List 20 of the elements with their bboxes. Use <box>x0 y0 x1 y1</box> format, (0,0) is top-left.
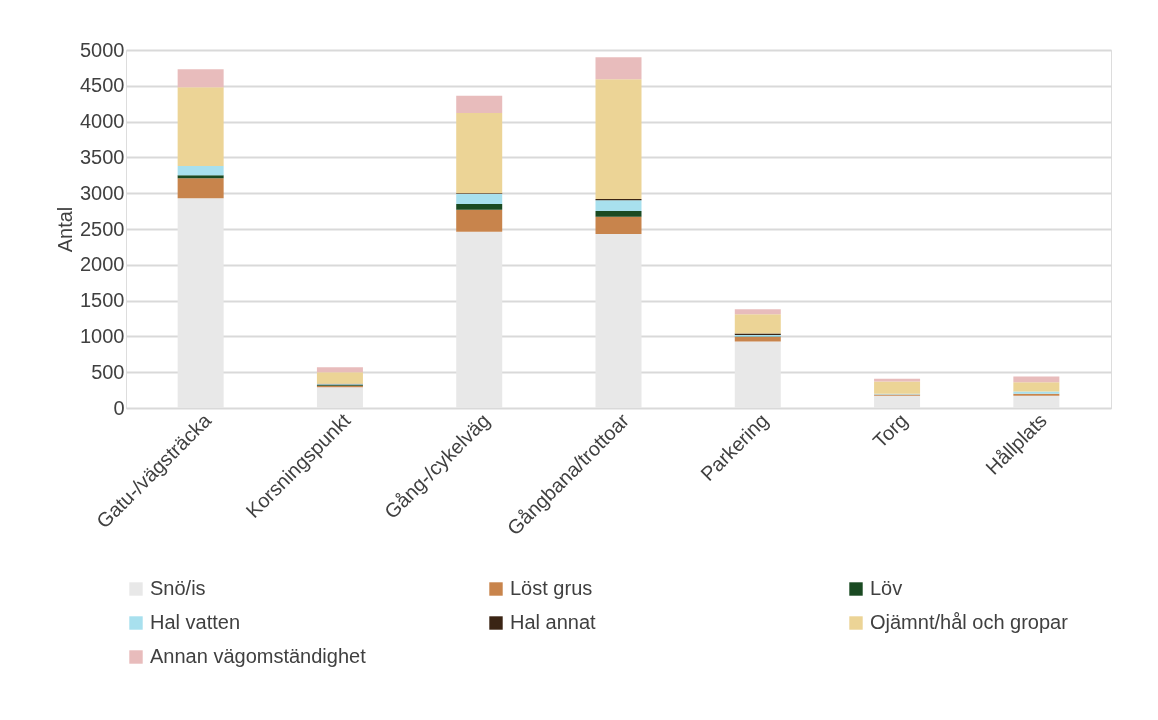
legend-label: Hal vatten <box>150 611 241 633</box>
y-tick-label: 4000 <box>80 110 125 133</box>
y-tick-label: 2000 <box>80 253 125 276</box>
y-tick-label: 500 <box>91 360 125 383</box>
y-axis-title: Antal <box>54 206 77 253</box>
y-tick-label: 3000 <box>80 181 125 204</box>
y-tick-label: 1500 <box>80 289 125 312</box>
legend-label: Löv <box>870 577 903 599</box>
legend-label: Snö/is <box>150 577 206 599</box>
x-tick-label: Torg <box>868 409 912 453</box>
y-tick-label: 0 <box>113 396 125 419</box>
legend-label: Ojämnt/hål och gropar <box>870 611 1069 633</box>
y-tick-label: 1000 <box>80 324 125 347</box>
legend-label: Annan vägomständighet <box>150 645 367 667</box>
legend-label: Löst grus <box>510 577 593 599</box>
y-tick-label: 5000 <box>80 38 125 61</box>
y-tick-label: 3500 <box>80 145 125 168</box>
legend-label: Hal annat <box>510 611 597 633</box>
y-tick-label: 4500 <box>80 74 125 97</box>
y-tick-label: 2500 <box>80 217 125 240</box>
